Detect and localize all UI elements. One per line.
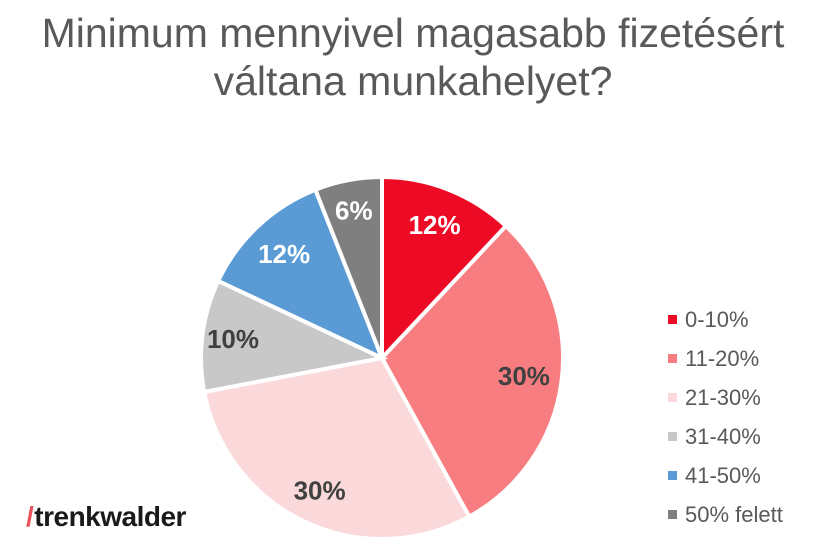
pie-slice-50% felett	[312, 174, 384, 359]
legend-item-21-30%: 21-30%	[668, 378, 783, 417]
legend-label: 50% felett	[685, 501, 783, 527]
trenkwalder-logo: /trenkwalder	[26, 501, 186, 533]
pie-slice-label-41-50%: 12%	[258, 239, 310, 269]
legend-swatch-icon	[668, 432, 677, 441]
pie-slice-0-10%	[380, 174, 509, 364]
legend-swatch-icon	[668, 354, 677, 363]
chart-title-line2: váltana munkahelyet?	[213, 57, 613, 104]
pie-chart-svg: 12% 30% 30% 10% 12% 6%	[199, 174, 565, 541]
chart-legend: 0-10% 11-20% 21-30% 31-40% 41-50% 50% felett	[668, 300, 783, 534]
legend-label: 11-20%	[685, 345, 760, 371]
chart-title-line1: Minimum mennyivel magasabb fizetésért	[41, 10, 785, 56]
legend-label: 0-10%	[685, 306, 749, 332]
logo-slash-icon: /	[26, 501, 34, 532]
logo-wordmark: trenkwalder	[34, 501, 186, 532]
legend-item-11-20%: 11-20%	[668, 339, 783, 378]
legend-item-41-50%: 41-50%	[668, 456, 783, 495]
chart-title: Minimum mennyivel magasabb fizetésért vá…	[0, 10, 826, 106]
pie-slice-21-30%	[201, 355, 472, 541]
pie-slice-label-21-30%: 30%	[294, 476, 346, 506]
legend-label: 41-50%	[685, 462, 761, 488]
legend-item-31-40%: 31-40%	[668, 417, 783, 456]
pie-slice-label-31-40%: 10%	[207, 324, 259, 354]
legend-swatch-icon	[668, 315, 677, 324]
pie-slice-11-20%	[379, 223, 565, 520]
legend-label: 31-40%	[685, 423, 761, 449]
legend-label: 21-30%	[685, 384, 761, 410]
pie-slice-label-50% felett: 6%	[335, 195, 373, 225]
pie-slice-41-50%	[215, 187, 386, 362]
legend-swatch-icon	[668, 510, 677, 519]
legend-item-50% felett: 50% felett	[668, 495, 783, 534]
pie-chart: 12% 30% 30% 10% 12% 6%	[182, 158, 582, 553]
pie-slice-31-40%	[199, 278, 389, 395]
legend-swatch-icon	[668, 471, 677, 480]
legend-swatch-icon	[668, 393, 677, 402]
pie-slice-label-11-20%: 30%	[498, 361, 550, 391]
legend-item-0-10%: 0-10%	[668, 300, 783, 339]
pie-slice-label-0-10%: 12%	[409, 210, 461, 240]
